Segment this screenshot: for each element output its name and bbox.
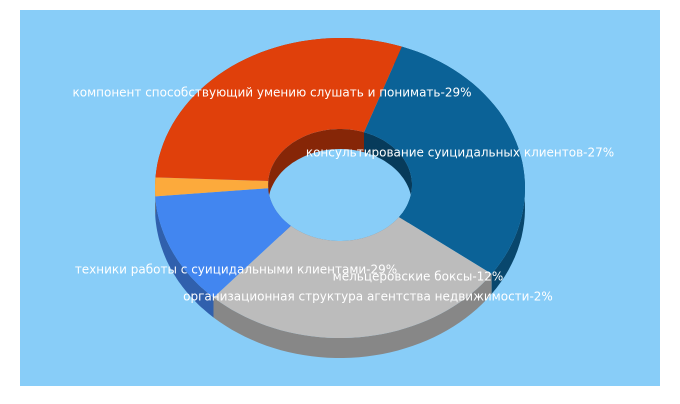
slice-label: консультирование суицидальных клиентов-2… <box>306 146 614 160</box>
slice-label: компонент способствующий умению слушать … <box>72 86 471 100</box>
slice-label: организационная структура агентства недв… <box>183 290 553 304</box>
slice-label: техники работы с суицидальными клиентами… <box>75 263 397 277</box>
